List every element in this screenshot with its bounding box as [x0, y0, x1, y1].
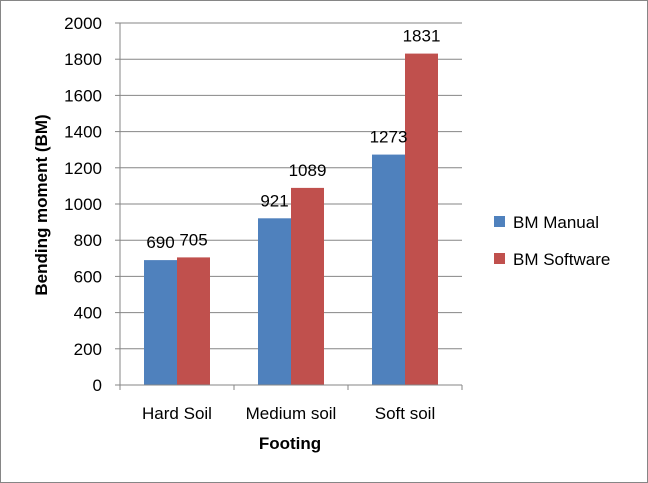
y-tick-label: 200: [74, 340, 102, 359]
y-tick-label: 800: [74, 231, 102, 250]
legend-swatch-bm-manual: [494, 216, 505, 227]
y-tick-label: 1200: [64, 159, 102, 178]
bars: [144, 53, 438, 386]
bar-bm-software: [291, 187, 324, 385]
legend: BM Manual BM Software: [494, 213, 610, 269]
x-axis-title: Footing: [259, 434, 321, 453]
y-tick-label: 0: [93, 376, 102, 395]
bar-bm-manual: [258, 218, 291, 385]
data-label: 705: [179, 230, 207, 249]
y-tick-label: 2000: [64, 14, 102, 33]
bar-bm-manual: [144, 260, 177, 385]
x-tick-label: Hard Soil: [142, 404, 212, 423]
data-label: 1273: [370, 128, 408, 147]
bar-bm-manual: [372, 154, 405, 385]
y-tick-label: 1400: [64, 123, 102, 142]
legend-label-bm-manual: BM Manual: [513, 213, 599, 232]
x-tick-label: Medium soil: [246, 404, 337, 423]
legend-label-bm-software: BM Software: [513, 250, 610, 269]
axes: [115, 22, 463, 390]
bar-bm-software: [177, 257, 210, 385]
data-label: 1089: [289, 161, 327, 180]
y-tick-label: 1800: [64, 50, 102, 69]
y-tick-labels: 0 200 400 600 800 1000 1200 1400 1600 1800 2000: [64, 14, 102, 395]
y-tick-label: 600: [74, 267, 102, 286]
y-tick-label: 1000: [64, 195, 102, 214]
y-axis-title: Bending moment (BM): [32, 114, 51, 295]
data-label: 690: [146, 233, 174, 252]
data-label: 1831: [403, 27, 441, 46]
y-tick-label: 400: [74, 304, 102, 323]
x-tick-labels: Hard Soil Medium soil Soft soil: [142, 404, 435, 423]
y-tick-label: 1600: [64, 86, 102, 105]
data-label: 921: [260, 191, 288, 210]
bar-bm-software: [405, 53, 438, 386]
legend-swatch-bm-software: [494, 253, 505, 264]
x-tick-label: Soft soil: [375, 404, 435, 423]
